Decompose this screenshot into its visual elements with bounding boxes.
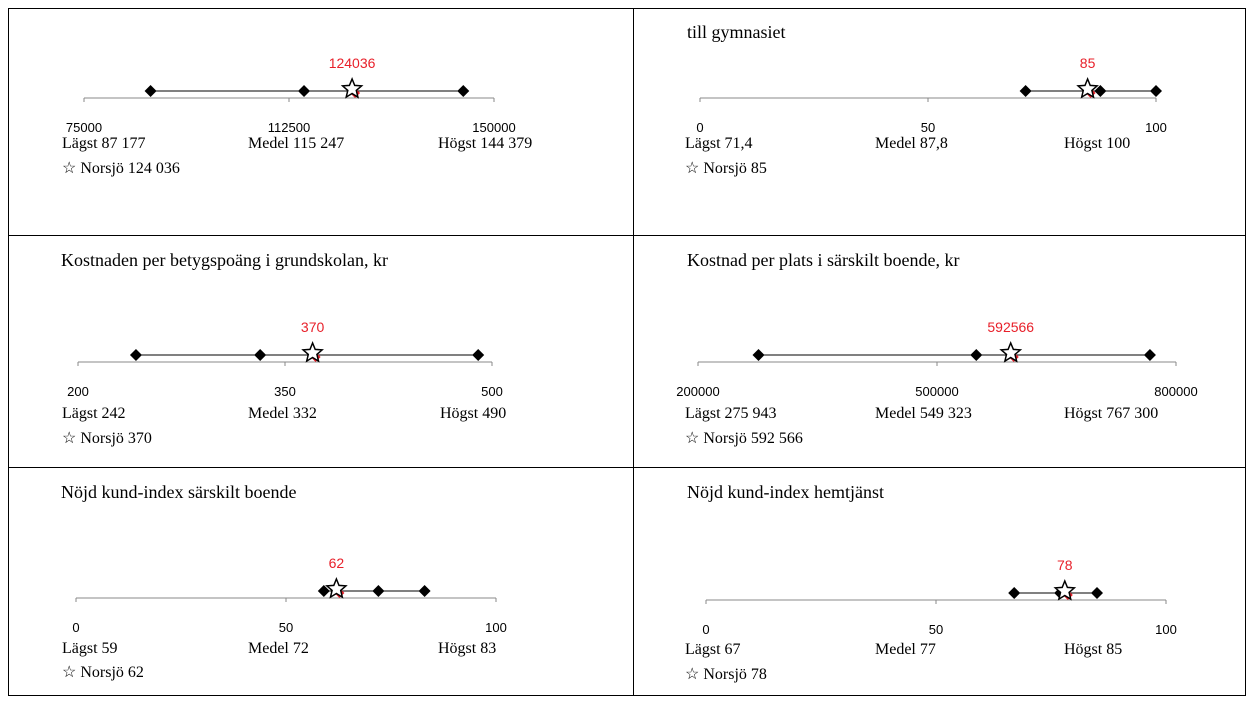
tick-label: 100 [1155, 622, 1177, 637]
tick-label: 200000 [676, 384, 719, 399]
stat-norsjo: ☆ Norsjö 78 [685, 666, 767, 683]
panel-border [8, 8, 634, 236]
lowest-marker [129, 349, 142, 361]
tick-label: 150000 [472, 120, 515, 135]
tick-label: 50 [279, 620, 293, 635]
highest-marker [418, 585, 431, 597]
tick-label: 200 [67, 384, 89, 399]
tick-label: 0 [702, 622, 709, 637]
stat-norsjo: ☆ Norsjö 85 [685, 160, 767, 177]
panel-border [634, 236, 1246, 468]
stat-highest: Högst 100 [1064, 135, 1131, 152]
chart-title: Nöjd kund-index hemtjänst [687, 482, 884, 502]
norsjo-star-icon [325, 577, 348, 599]
stat-mean: Medel 72 [248, 640, 309, 657]
stat-highest: Högst 83 [438, 640, 497, 657]
panel-border [634, 468, 1246, 696]
tick-label: 0 [696, 120, 703, 135]
stat-lowest: Lägst 59 [62, 640, 118, 657]
stat-lowest: Lägst 275 943 [685, 405, 777, 422]
stat-mean: Medel 115 247 [248, 135, 345, 152]
highlight-value-label: 78 [1057, 557, 1073, 573]
tick-label: 500 [481, 384, 503, 399]
panel-border [8, 236, 634, 468]
mean-marker [970, 349, 983, 361]
chart-title: till gymnasiet [687, 22, 786, 42]
chart-title: Nöjd kund-index särskilt boende [61, 482, 297, 502]
highest-marker [472, 349, 485, 361]
chart-title: Kostnaden per betygspoäng i grundskolan,… [61, 250, 388, 270]
highest-marker [1150, 85, 1162, 97]
stat-mean: Medel 549 323 [875, 405, 972, 422]
stat-norsjo: ☆ Norsjö 62 [62, 664, 144, 681]
highlight-value-label: 124036 [329, 55, 376, 71]
tick-label: 112500 [268, 120, 310, 135]
panel-border [8, 468, 634, 696]
lowest-marker [1019, 85, 1032, 97]
tick-label: 0 [72, 620, 79, 635]
highlight-value-label: 370 [301, 319, 325, 335]
stat-highest: Högst 85 [1064, 641, 1123, 658]
tick-label: 350 [274, 384, 296, 399]
stat-mean: Medel 87,8 [875, 135, 948, 152]
lowest-marker [1008, 587, 1021, 599]
mean-marker [298, 85, 311, 97]
highlight-value-label: 85 [1080, 55, 1096, 71]
tick-label: 75000 [66, 120, 102, 135]
norsjo-star-icon [301, 341, 324, 363]
tick-label: 50 [929, 622, 943, 637]
lowest-marker [144, 85, 157, 97]
norsjo-star-icon [999, 341, 1023, 363]
highest-marker [1143, 349, 1156, 361]
tick-label: 100 [485, 620, 507, 635]
stat-lowest: Lägst 242 [62, 405, 126, 422]
norsjo-star-icon [340, 77, 364, 99]
lowest-marker [317, 585, 330, 597]
mean-marker [372, 585, 385, 597]
stat-highest: Högst 490 [440, 405, 507, 422]
highest-marker [457, 85, 470, 97]
norsjo-star-icon [1076, 77, 1099, 99]
tick-label: 800000 [1154, 384, 1197, 399]
mean-marker [254, 349, 267, 361]
tick-label: 500000 [915, 384, 958, 399]
highest-marker [1091, 587, 1103, 599]
norsjo-star-icon [1053, 579, 1077, 601]
stat-mean: Medel 77 [875, 641, 936, 658]
stat-lowest: Lägst 71,4 [685, 135, 753, 152]
stat-norsjo: ☆ Norsjö 124 036 [62, 160, 180, 177]
stat-highest: Högst 144 379 [438, 135, 533, 152]
stat-mean: Medel 332 [248, 405, 317, 422]
mean-marker [1094, 85, 1107, 97]
stat-highest: Högst 767 300 [1064, 405, 1159, 422]
stat-lowest: Lägst 67 [685, 641, 741, 658]
tick-label: 50 [921, 120, 935, 135]
lowest-marker [752, 349, 765, 361]
highlight-value-label: 62 [329, 555, 345, 571]
panel-border [634, 8, 1246, 236]
stat-norsjo: ☆ Norsjö 592 566 [685, 430, 803, 447]
highlight-value-label: 592566 [987, 319, 1034, 335]
stat-norsjo: ☆ Norsjö 370 [62, 430, 152, 447]
stat-lowest: Lägst 87 177 [62, 135, 146, 152]
chart-title: Kostnad per plats i särskilt boende, kr [687, 250, 960, 270]
tick-label: 100 [1145, 120, 1167, 135]
